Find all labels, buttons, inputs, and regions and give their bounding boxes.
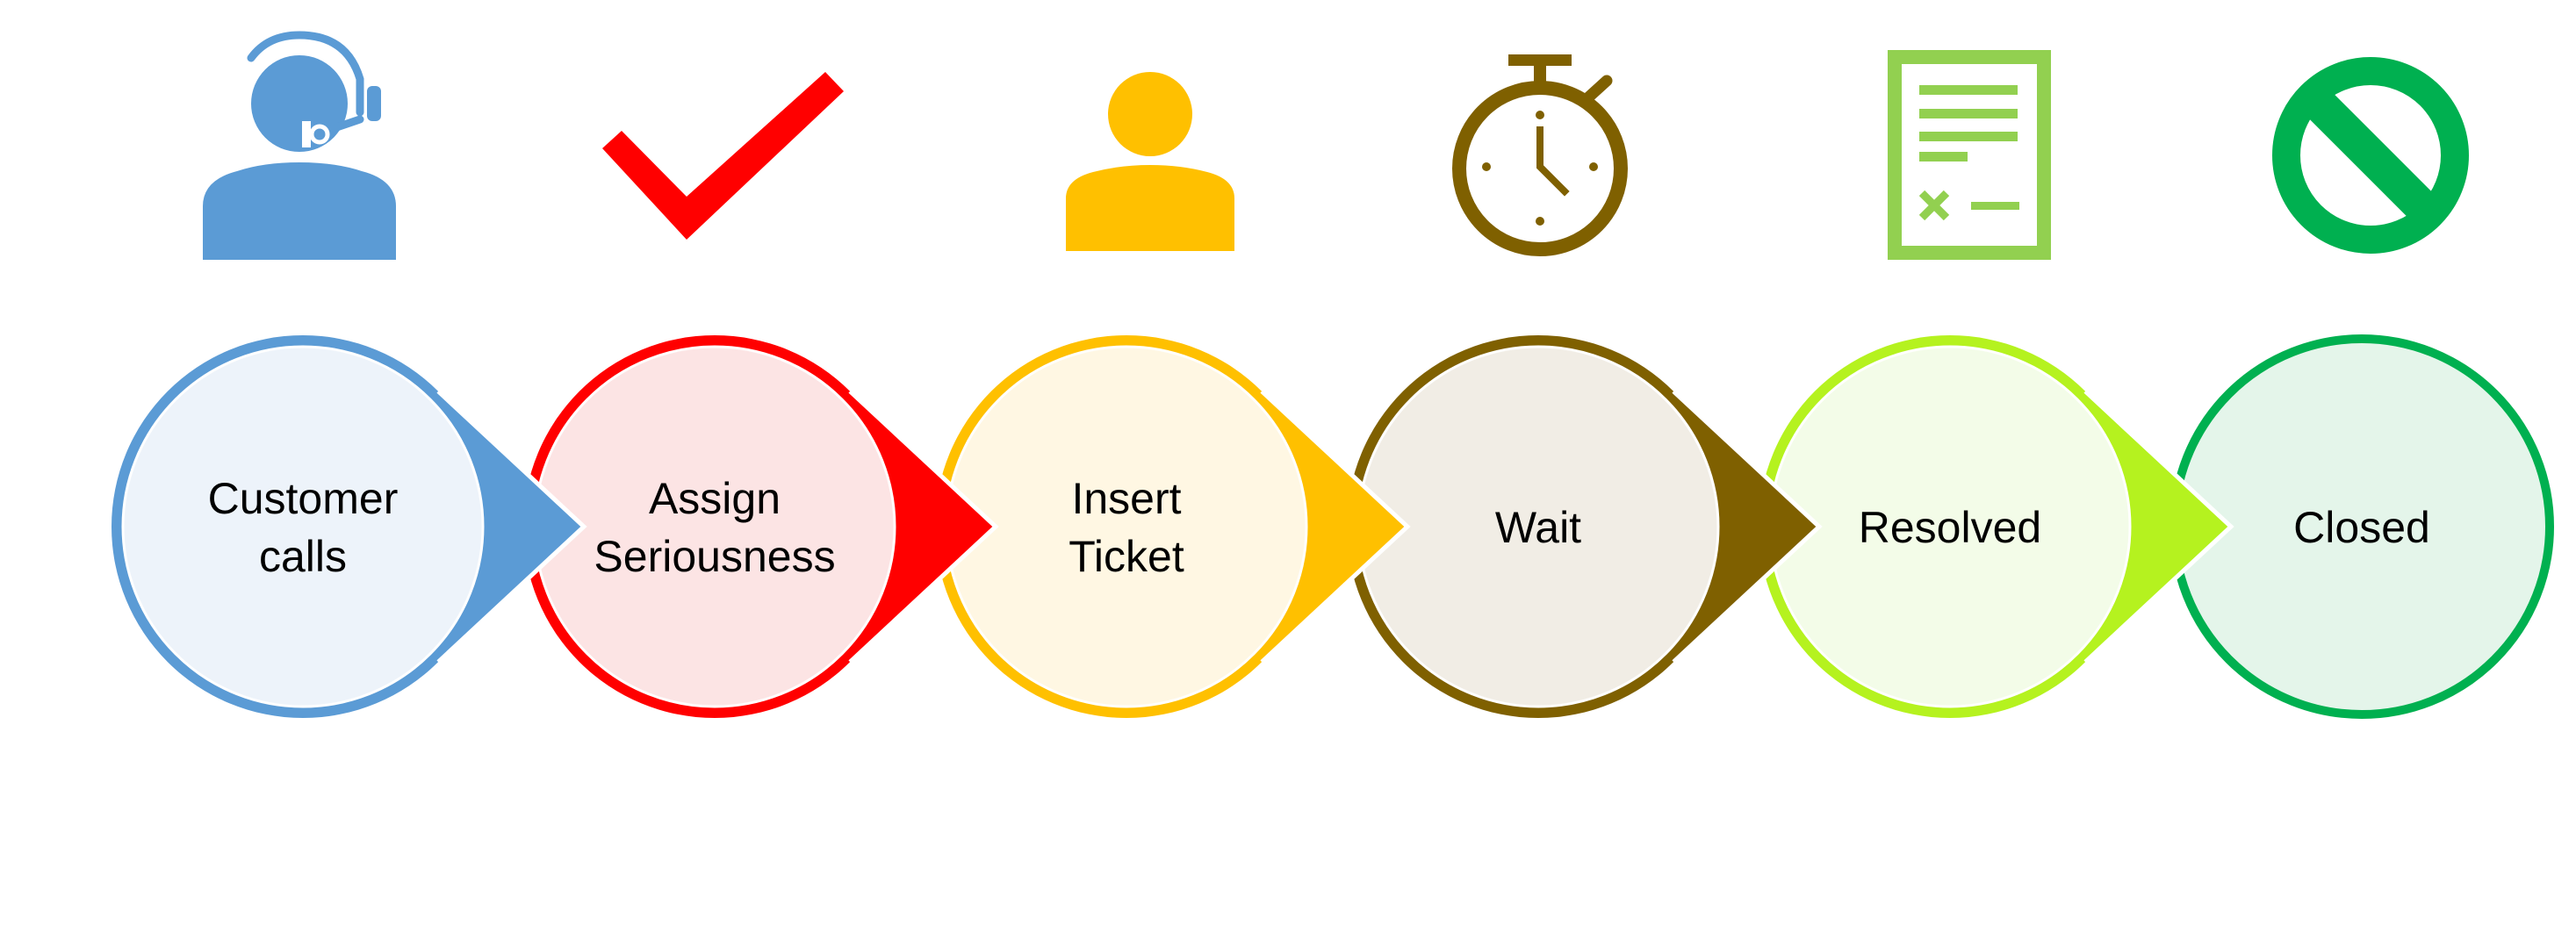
step-label: Wait [1495,503,1581,552]
prohibited-icon [2272,57,2469,254]
step-circle [121,345,485,708]
step-circle [945,345,1308,708]
flow-step: Wait [1347,334,1823,718]
step-label: calls [259,532,347,581]
step-label: Closed [2293,503,2430,552]
step-label: Ticket [1069,532,1184,581]
stopwatch-icon [1452,54,1628,256]
step-label: Resolved [1859,503,2041,552]
step-arrow-outline [1672,390,1823,664]
flow-step: Resolved [1758,334,2234,718]
step-label: Customer [208,474,399,523]
flow-step: Customer calls [111,334,587,718]
person-icon [1066,72,1234,251]
step-arrow-outline [2083,390,2234,664]
checkmark-icon [602,72,844,240]
headset-agent-icon [203,31,396,260]
flow-step: Closed [2169,334,2554,719]
step-label: Seriousness [594,532,835,581]
step-label: Insert [1071,474,1181,523]
step-circle [533,345,896,708]
checklist-document-icon [1888,50,2051,260]
step-arrow-outline [848,390,999,664]
flow-step: Assign Seriousness [522,334,999,718]
flow-steps: Closed Resolved Wait Insert Ticket Assign Seri… [111,334,2554,719]
step-arrow-outline [436,390,587,664]
flow-step: Insert Ticket [935,334,1411,719]
step-label: Assign [649,474,781,523]
step-arrow-outline [1260,390,1411,664]
